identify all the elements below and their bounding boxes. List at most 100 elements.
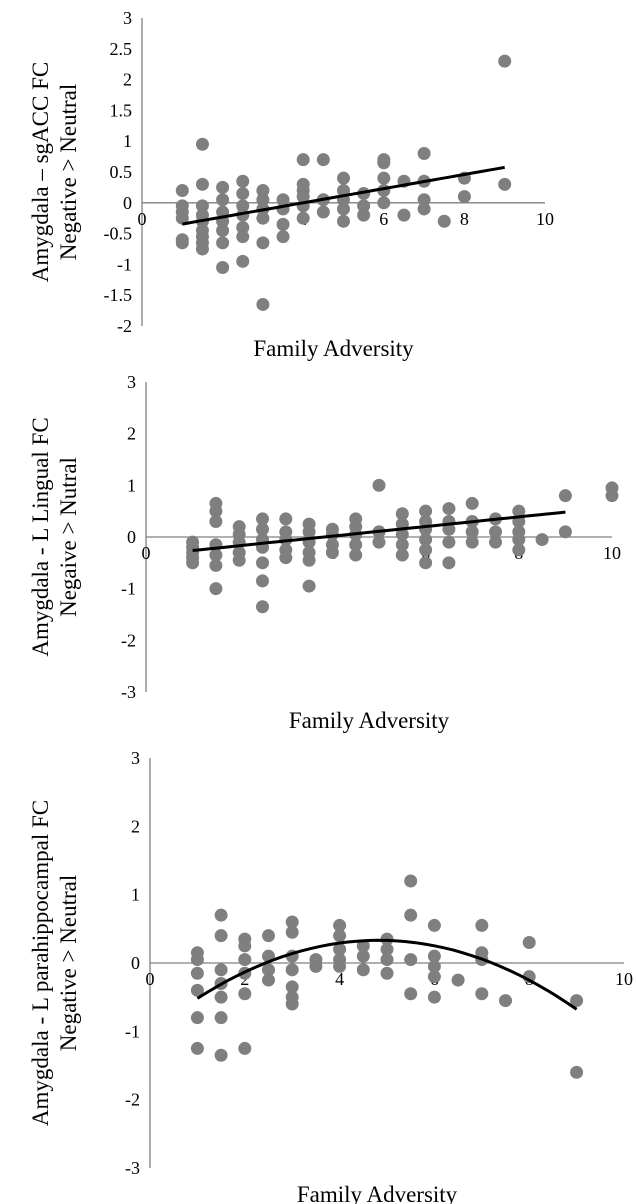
x-axis-title: Family Adversity	[289, 708, 450, 733]
data-point	[457, 190, 471, 204]
data-point	[337, 171, 350, 185]
data-point	[214, 990, 228, 1004]
data-point	[302, 525, 316, 539]
x-tick-label: 10	[536, 209, 554, 229]
data-point	[558, 489, 572, 503]
data-point	[195, 137, 209, 151]
data-point	[256, 183, 270, 197]
data-point	[186, 556, 200, 570]
y-tick-label: -1	[117, 254, 132, 274]
data-point	[333, 942, 347, 956]
y-tick-label: -3	[125, 1158, 140, 1178]
data-point	[404, 908, 418, 922]
y-tick-label: -3	[121, 682, 136, 702]
data-point	[236, 187, 250, 201]
data-point	[175, 183, 189, 197]
data-point	[442, 502, 456, 516]
data-point	[279, 551, 293, 565]
data-point	[190, 966, 204, 980]
y-tick-label: 2.5	[110, 39, 133, 59]
data-point	[380, 942, 394, 956]
x-axis-title: Family Adversity	[297, 1182, 458, 1204]
y-tick-label: -2	[125, 1090, 140, 1110]
data-point	[190, 953, 204, 967]
data-point	[276, 217, 290, 231]
y-tick-label: 1	[123, 131, 132, 151]
data-point	[236, 174, 250, 188]
data-point	[451, 973, 465, 987]
x-tick-label: 0	[146, 969, 155, 989]
data-point	[216, 193, 230, 207]
data-point	[316, 205, 330, 219]
data-point	[236, 230, 250, 244]
trend-line	[182, 165, 505, 226]
data-point	[216, 236, 230, 250]
data-point	[427, 970, 441, 984]
data-point	[442, 535, 456, 549]
data-point	[512, 533, 526, 547]
data-point	[302, 553, 316, 567]
data-point	[256, 211, 270, 225]
data-point	[372, 535, 386, 549]
data-point	[333, 929, 347, 943]
data-point	[558, 525, 572, 539]
data-point	[276, 193, 290, 207]
data-point	[195, 242, 209, 256]
y-tick-label: 2	[127, 424, 136, 444]
data-point	[395, 548, 409, 562]
data-point	[296, 211, 310, 225]
data-point	[325, 546, 339, 559]
data-point	[238, 953, 252, 967]
y-tick-label: 3	[127, 372, 136, 392]
data-point	[377, 196, 391, 210]
y-tick-label: 1.5	[110, 100, 133, 120]
trend-line	[192, 510, 566, 552]
data-point	[377, 156, 391, 170]
data-point	[238, 987, 252, 1001]
y-tick-label: -0.5	[104, 224, 133, 244]
data-point	[427, 959, 441, 973]
data-point	[475, 918, 489, 932]
x-tick-label: 4	[335, 969, 344, 989]
y-tick-label: 3	[131, 748, 140, 768]
data-point	[256, 574, 269, 588]
data-point	[209, 558, 223, 572]
data-point	[417, 202, 431, 216]
data-point	[209, 548, 223, 562]
data-point	[276, 230, 290, 244]
data-point	[337, 202, 350, 216]
data-point	[302, 579, 316, 593]
data-point	[465, 525, 479, 539]
y-tick-label: -1	[125, 1021, 140, 1041]
data-point	[349, 548, 363, 562]
data-point	[262, 963, 275, 977]
data-point	[499, 994, 512, 1008]
y-tick-label: 2	[131, 816, 140, 836]
data-point	[309, 959, 323, 973]
data-point	[214, 963, 228, 977]
y-axis-title-line: Negative > Neutral	[56, 84, 81, 260]
data-point	[419, 533, 433, 547]
data-point	[236, 254, 250, 268]
trend-line	[196, 938, 578, 1011]
data-point	[417, 147, 431, 161]
data-point	[465, 496, 479, 510]
data-point	[377, 171, 391, 185]
data-point	[380, 966, 394, 980]
x-tick-label: 10	[603, 543, 621, 563]
data-point	[404, 953, 418, 967]
data-point	[214, 929, 228, 943]
data-point	[427, 990, 441, 1004]
data-point	[216, 260, 230, 274]
y-tick-label: 1	[131, 885, 140, 905]
data-point	[437, 214, 451, 228]
y-axis-title-line: Amygdala - L Lingual FC	[28, 417, 53, 656]
data-point	[279, 512, 293, 526]
data-point	[489, 535, 502, 549]
x-tick-label: 0	[142, 543, 151, 563]
data-point	[209, 515, 223, 528]
y-tick-label: 0	[123, 193, 132, 213]
data-point	[489, 525, 502, 539]
y-tick-label: 0.5	[110, 162, 133, 182]
